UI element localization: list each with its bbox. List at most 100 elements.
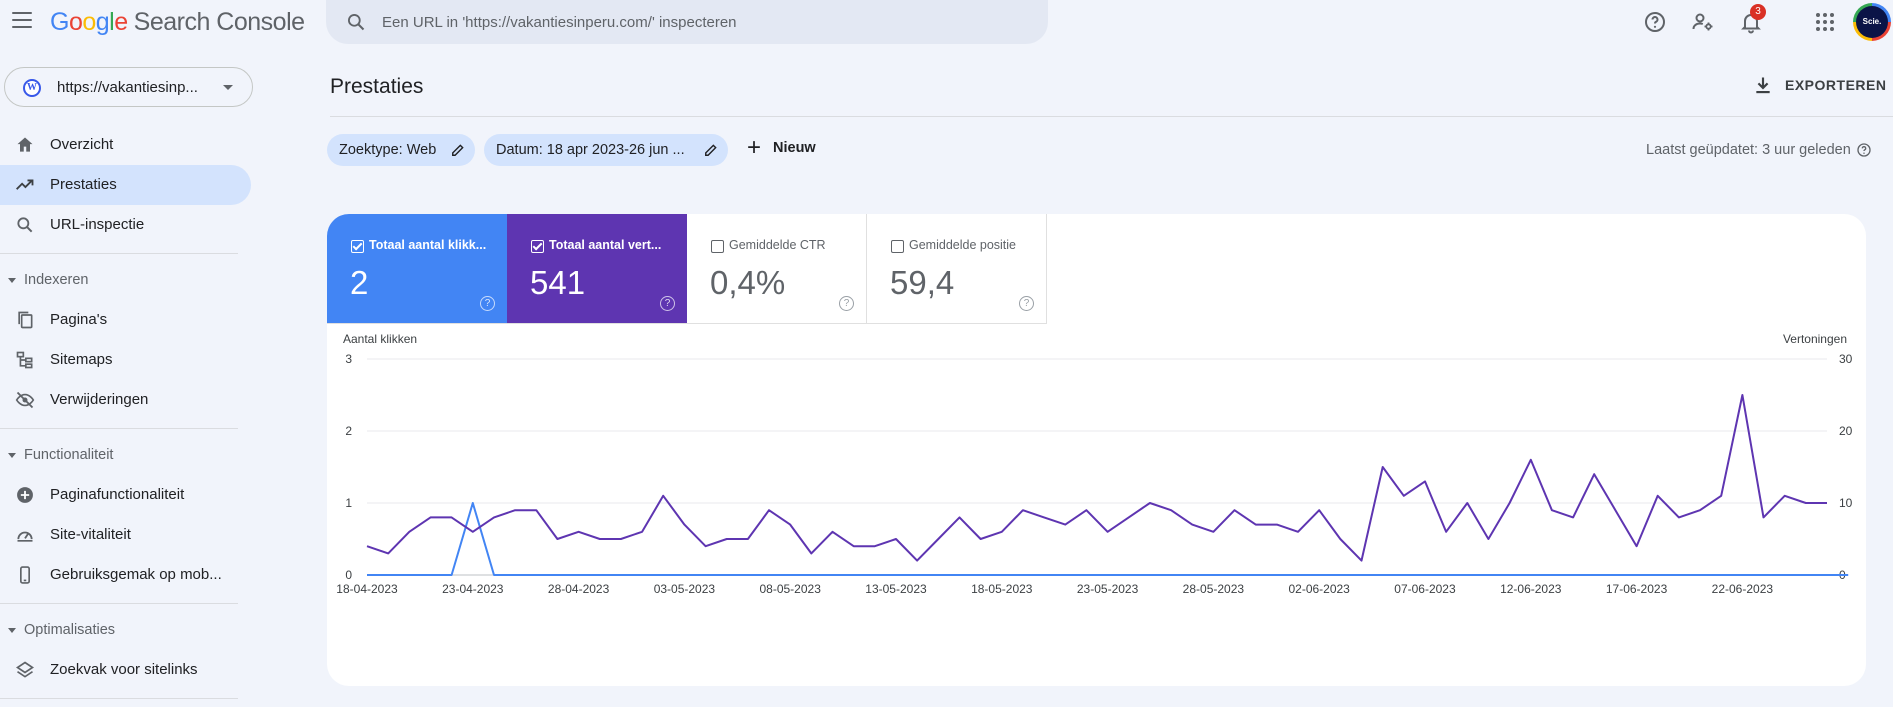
checkbox-unchecked[interactable] (891, 240, 904, 253)
x-tick-label: 18-04-2023 (336, 582, 398, 596)
chevron-down-icon (8, 277, 16, 283)
apps-grid-icon[interactable] (1813, 10, 1837, 34)
help-icon[interactable]: ? (839, 296, 854, 311)
sidebar-item-zoekvak-sitelinks[interactable]: Zoekvak voor sitelinks (0, 650, 251, 690)
property-url: https://vakantiesinp... (57, 79, 198, 96)
sidebar-item-url-inspectie[interactable]: URL-inspectie (0, 205, 251, 245)
eye-off-icon (15, 391, 35, 409)
smartphone-icon (20, 566, 30, 584)
metric-total-impressions[interactable]: Totaal aantal vert... 541 ? (507, 214, 687, 324)
search-console-logo[interactable]: Google Search Console (50, 8, 305, 37)
property-selector[interactable]: W https://vakantiesinp... (4, 67, 253, 107)
y-axis-title: Aantal klikken (343, 332, 417, 346)
edit-icon[interactable] (704, 143, 718, 157)
sidebar-item-verwijderingen[interactable]: Verwijderingen (0, 380, 251, 420)
chip-label: Zoektype: Web (339, 142, 437, 158)
logo-letter: o (68, 8, 83, 36)
x-tick-label: 17-06-2023 (1606, 582, 1668, 596)
wordpress-icon: W (23, 79, 41, 97)
section-title: Optimalisaties (24, 622, 116, 638)
logo-letter: o (82, 8, 96, 36)
logo-letter: l (109, 8, 115, 36)
x-tick-label: 28-04-2023 (548, 582, 610, 596)
metric-average-ctr[interactable]: Gemiddelde CTR 0,4% ? (687, 214, 867, 324)
x-tick-label: 18-05-2023 (971, 582, 1033, 596)
account-avatar[interactable]: Scie. (1853, 3, 1891, 41)
last-updated: Laatst geüpdatet: 3 uur geleden (1646, 142, 1872, 158)
manage-users-icon[interactable] (1691, 10, 1715, 34)
sidebar-item-label: Prestaties (50, 176, 117, 193)
logo-letter: g (95, 8, 110, 36)
sidebar-section-indexeren[interactable]: Indexeren (8, 272, 89, 288)
url-inspect-search-bar[interactable] (326, 0, 1048, 44)
metric-total-clicks[interactable]: Totaal aantal klikk... 2 ? (327, 214, 507, 324)
y2-axis-title: Vertoningen (1783, 332, 1847, 346)
notification-count-badge: 3 (1750, 4, 1766, 20)
home-icon (17, 137, 33, 152)
filter-chip-date[interactable]: Datum: 18 apr 2023-26 jun ... (484, 134, 728, 166)
sidebar-item-paginas[interactable]: Pagina's (0, 300, 251, 340)
help-icon[interactable]: ? (480, 296, 495, 311)
sitemap-icon (16, 351, 33, 369)
x-tick-label: 28-05-2023 (1183, 582, 1245, 596)
sidebar-item-label: URL-inspectie (50, 216, 145, 233)
url-inspect-input[interactable] (382, 8, 1022, 36)
sidebar-divider (0, 428, 238, 429)
checkbox-checked[interactable] (531, 240, 544, 253)
sidebar-item-sitemaps[interactable]: Sitemaps (0, 340, 251, 380)
section-title: Indexeren (24, 272, 89, 288)
sidebar-item-gebruiksgemak[interactable]: Gebruiksgemak op mob... (0, 555, 251, 595)
metric-value: 0,4% (710, 264, 786, 301)
header-divider (330, 116, 1893, 117)
avatar-text: Scie. (1856, 6, 1888, 38)
menu-icon[interactable] (12, 12, 32, 28)
sidebar-section-optimalisaties[interactable]: Optimalisaties (8, 622, 115, 638)
help-icon[interactable] (1856, 142, 1872, 158)
metric-average-position[interactable]: Gemiddelde positie 59,4 ? (867, 214, 1047, 324)
y2-tick-label: 10 (1839, 496, 1853, 510)
sidebar-item-paginafunctionaliteit[interactable]: Paginafunctionaliteit (0, 475, 251, 515)
metric-value: 541 (530, 264, 586, 301)
new-filter-button[interactable]: + Nieuw (747, 136, 816, 160)
help-icon[interactable]: ? (660, 296, 675, 311)
export-button[interactable]: EXPORTEREN (1753, 75, 1886, 95)
x-tick-label: 13-05-2023 (865, 582, 927, 596)
help-icon[interactable]: ? (1019, 296, 1034, 311)
performance-card: Totaal aantal klikk... 2 ? Totaal aantal… (327, 214, 1866, 686)
search-icon (348, 14, 365, 31)
sidebar-item-overzicht[interactable]: Overzicht (0, 125, 251, 165)
help-icon[interactable] (1643, 10, 1667, 34)
metric-label: Totaal aantal klikk... (369, 238, 487, 252)
x-tick-label: 12-06-2023 (1500, 582, 1562, 596)
new-filter-label: Nieuw (773, 140, 816, 156)
section-title: Functionaliteit (24, 447, 114, 463)
sidebar-item-site-vitaliteit[interactable]: Site-vitaliteit (0, 515, 251, 555)
chevron-down-icon (8, 452, 16, 458)
sidebar-item-label: Pagina's (50, 311, 108, 328)
export-label: EXPORTEREN (1785, 77, 1887, 93)
speed-icon (17, 531, 33, 542)
sidebar-item-label: Paginafunctionaliteit (50, 486, 185, 503)
logo-letter: G (50, 8, 69, 36)
sidebar-item-label: Site-vitaliteit (50, 526, 131, 543)
x-tick-label: 03-05-2023 (654, 582, 716, 596)
edit-icon[interactable] (451, 143, 465, 157)
metric-value: 2 (350, 264, 369, 301)
metric-value: 59,4 (890, 264, 955, 301)
clicks-series-line (367, 502, 1849, 576)
metric-label: Gemiddelde positie (909, 238, 1017, 252)
x-tick-label: 23-05-2023 (1077, 582, 1139, 596)
sidebar-item-label: Verwijderingen (50, 391, 149, 408)
sidebar-item-prestaties[interactable]: Prestaties (0, 165, 251, 205)
y-tick-label: 0 (345, 568, 352, 582)
sidebar-section-functionaliteit[interactable]: Functionaliteit (8, 447, 113, 463)
checkbox-checked[interactable] (351, 240, 364, 253)
checkbox-unchecked[interactable] (711, 240, 724, 253)
filter-chip-search-type[interactable]: Zoektype: Web (327, 134, 475, 166)
sidebar-item-label: Sitemaps (50, 351, 113, 368)
pages-icon (18, 311, 33, 329)
last-updated-text: Laatst geüpdatet: 3 uur geleden (1646, 142, 1851, 158)
x-tick-label: 07-06-2023 (1394, 582, 1456, 596)
chevron-down-icon (223, 85, 233, 90)
